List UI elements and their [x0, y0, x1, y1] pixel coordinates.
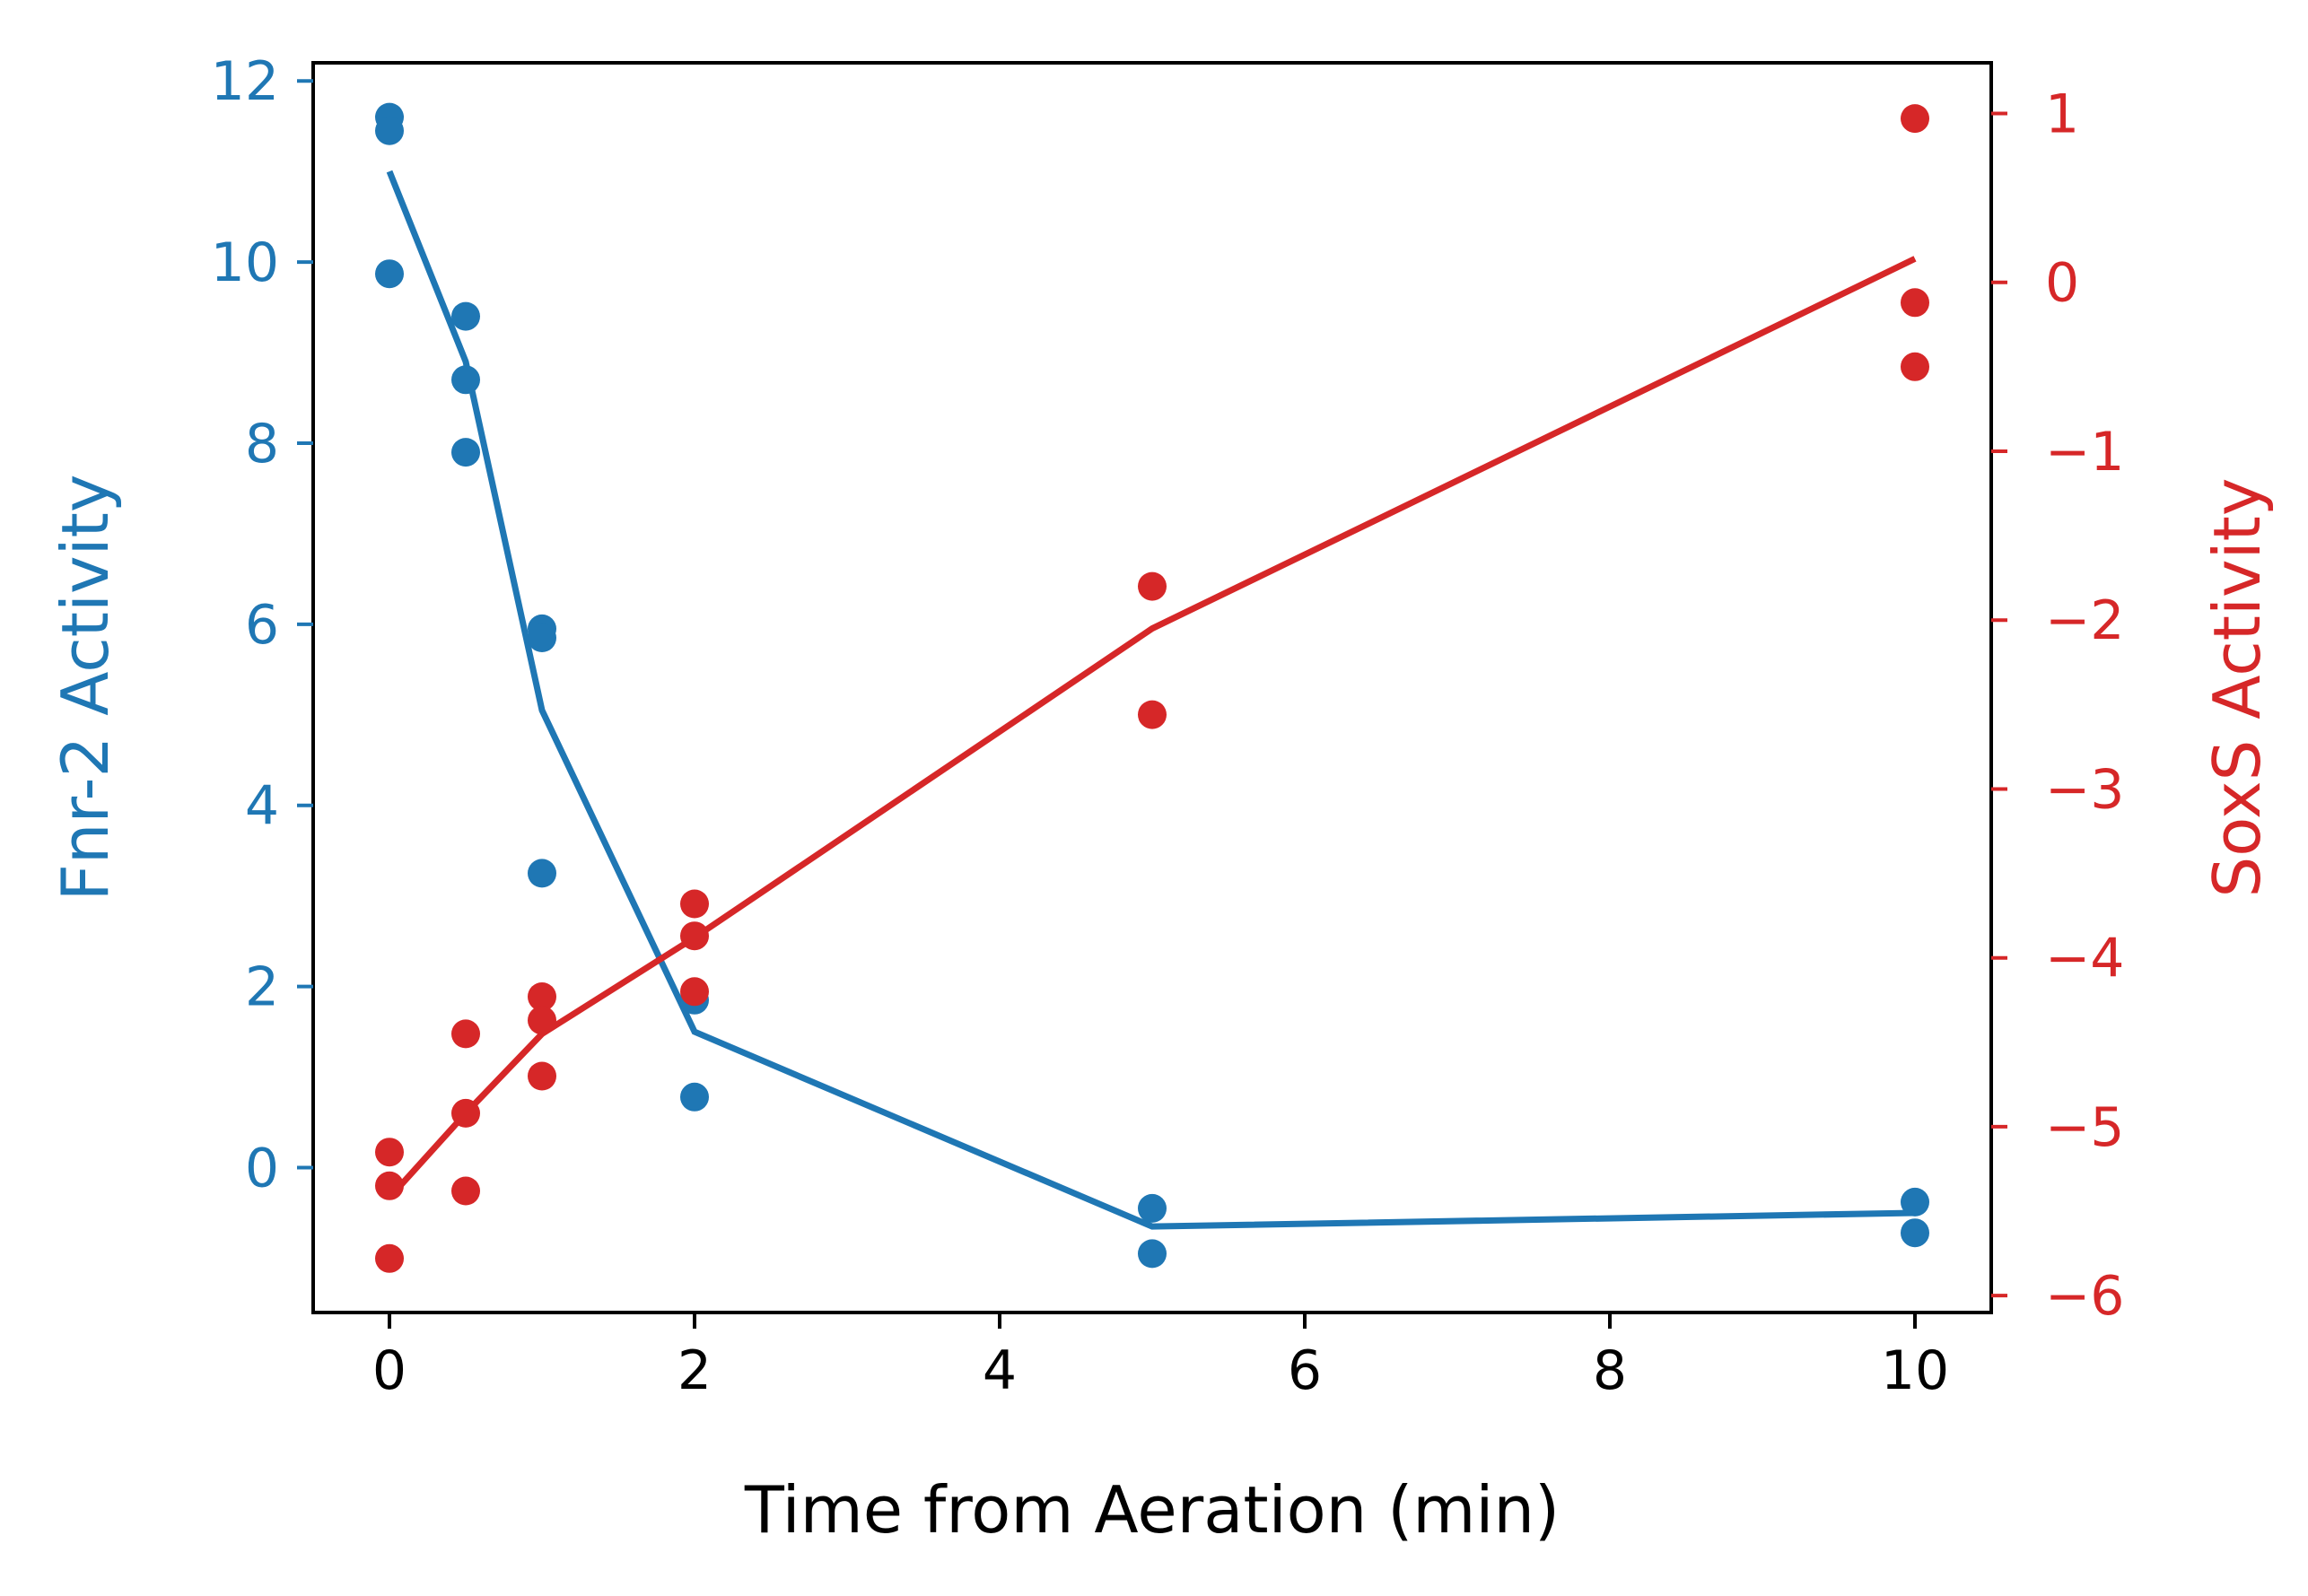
- y-tick-label: 6: [245, 594, 279, 657]
- y2-tick-label: −6: [2045, 1265, 2124, 1328]
- x-tick-label: 2: [678, 1339, 712, 1402]
- plot-frame: [311, 61, 1993, 1314]
- soxs-point: [375, 1171, 404, 1200]
- soxs-point: [680, 977, 709, 1007]
- soxs-point: [1138, 700, 1167, 729]
- soxs-point: [1138, 571, 1167, 601]
- y2-tick-label: −2: [2045, 589, 2124, 652]
- fnr2-point: [528, 859, 556, 888]
- y-tick-label: 2: [245, 956, 279, 1019]
- fnr2-point: [1138, 1193, 1167, 1223]
- soxs-point: [451, 1176, 480, 1206]
- x-tick-label: 0: [372, 1339, 407, 1402]
- fnr2-point: [375, 116, 404, 145]
- fnr2-point: [680, 1082, 709, 1112]
- y2-tick-label: −4: [2045, 928, 2124, 990]
- soxs-point: [528, 1061, 556, 1091]
- x-tick-label: 4: [983, 1339, 1017, 1402]
- fnr2-point: [528, 624, 556, 652]
- x-tick-label: 6: [1288, 1339, 1322, 1402]
- fnr2-point: [451, 301, 480, 331]
- soxs-point: [375, 1138, 404, 1167]
- x-tick-label: 10: [1881, 1339, 1949, 1402]
- fnr2-point: [375, 259, 404, 289]
- y-tick-label: 10: [211, 231, 279, 294]
- y2-tick-label: −1: [2045, 421, 2124, 484]
- fnr2-point: [1901, 1218, 1929, 1248]
- plot-marks: [375, 102, 1929, 1273]
- soxs-point: [1901, 104, 1929, 134]
- soxs-point: [1901, 288, 1929, 318]
- y-tick-label: 0: [245, 1137, 279, 1199]
- y-axis-title: Fnr-2 Activity: [48, 475, 123, 902]
- fnr2-point: [451, 438, 480, 467]
- y-tick-label: 12: [211, 50, 279, 113]
- soxs-point: [528, 982, 556, 1011]
- soxs-point: [451, 1019, 480, 1049]
- soxs-point: [528, 1006, 556, 1035]
- y2-tick-label: −3: [2045, 758, 2124, 821]
- y2-tick-label: 1: [2045, 83, 2079, 145]
- fnr2-point: [1138, 1239, 1167, 1269]
- y2-axis-title: SoxS Activity: [2199, 478, 2275, 898]
- soxs-point: [1901, 352, 1929, 381]
- fnr2-fit-line: [386, 170, 1916, 1230]
- soxs-point: [375, 1243, 404, 1273]
- soxs-point: [680, 889, 709, 919]
- axes-layer: 0 2 4 6 8 10 0 2 4 6 8 10 12 −6 −5 −4 −3 −2 −1 0 1: [211, 50, 2125, 1402]
- y-tick-label: 8: [245, 413, 279, 475]
- y-tick-label: 4: [245, 775, 279, 838]
- x-tick-label: 8: [1593, 1339, 1627, 1402]
- y2-tick-label: −5: [2045, 1096, 2124, 1159]
- fnr2-point: [1901, 1187, 1929, 1217]
- soxs-point: [680, 921, 709, 951]
- soxs-fit-line: [387, 256, 1917, 1200]
- fnr2-point: [451, 365, 480, 395]
- y2-tick-label: 0: [2045, 252, 2079, 315]
- soxs-point: [451, 1098, 480, 1128]
- x-axis-title: Time from Aeration (min): [744, 1472, 1560, 1548]
